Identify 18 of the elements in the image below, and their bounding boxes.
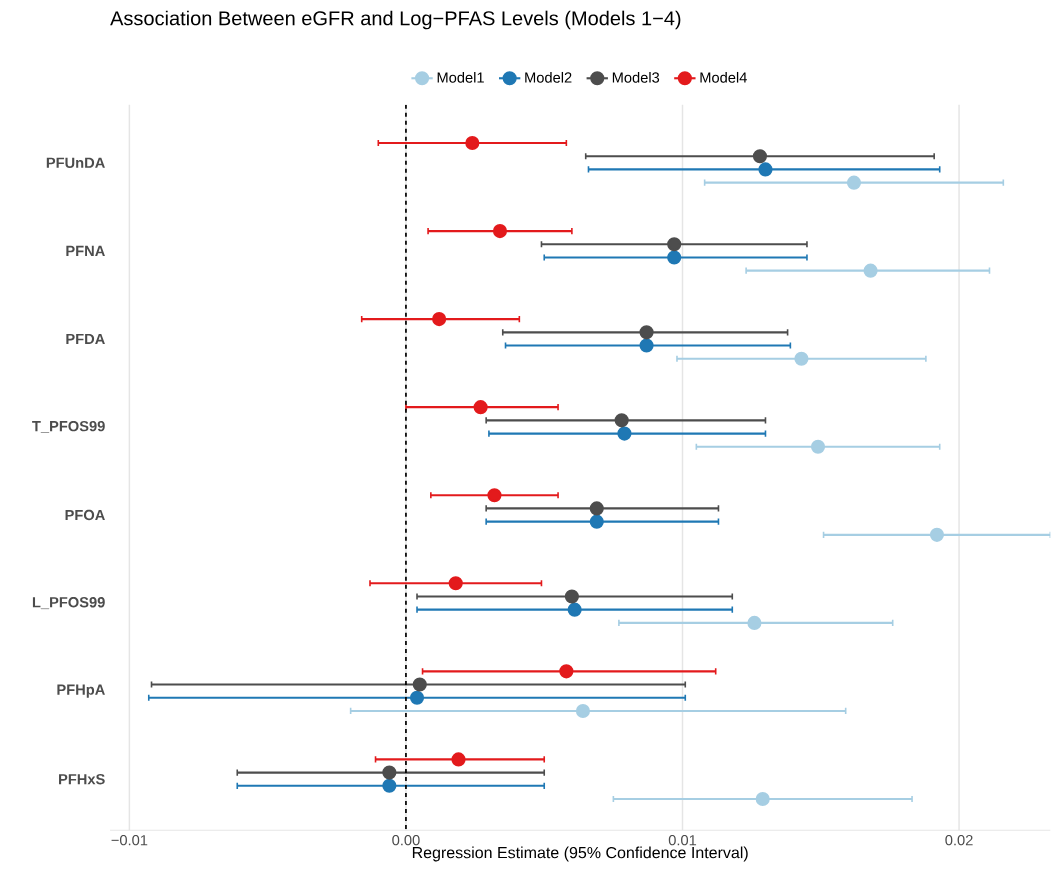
x-tick-label: 0.01	[668, 834, 697, 846]
legend-label: Model2	[525, 71, 572, 83]
y-tick-label: PFDA	[66, 333, 105, 344]
chart-title: Association Between eGFR and Log−PFAS Levels (Models 1−4)	[110, 10, 681, 30]
x-axis-title: Regression Estimate (95% Confidence Interval)	[412, 846, 748, 862]
y-tick-label: PFHxS	[59, 773, 105, 785]
x-tick-label: 0.00	[392, 834, 420, 846]
y-tick-label: PFNA	[66, 245, 105, 256]
y-tick-label: L_PFOS99	[32, 596, 105, 609]
y-tick-label: PFUnDA	[46, 157, 105, 168]
y-tick-label: T_PFOS99	[32, 420, 105, 433]
x-tick-label: −0.01	[111, 834, 148, 846]
x-tick-label: 0.02	[945, 834, 973, 846]
y-tick-label: PFOA	[65, 509, 105, 521]
legend-label: Model3	[612, 71, 660, 83]
legend-label: Model1	[437, 71, 484, 83]
legend-label: Model4	[700, 71, 747, 83]
y-tick-label: PFHpA	[57, 684, 105, 698]
